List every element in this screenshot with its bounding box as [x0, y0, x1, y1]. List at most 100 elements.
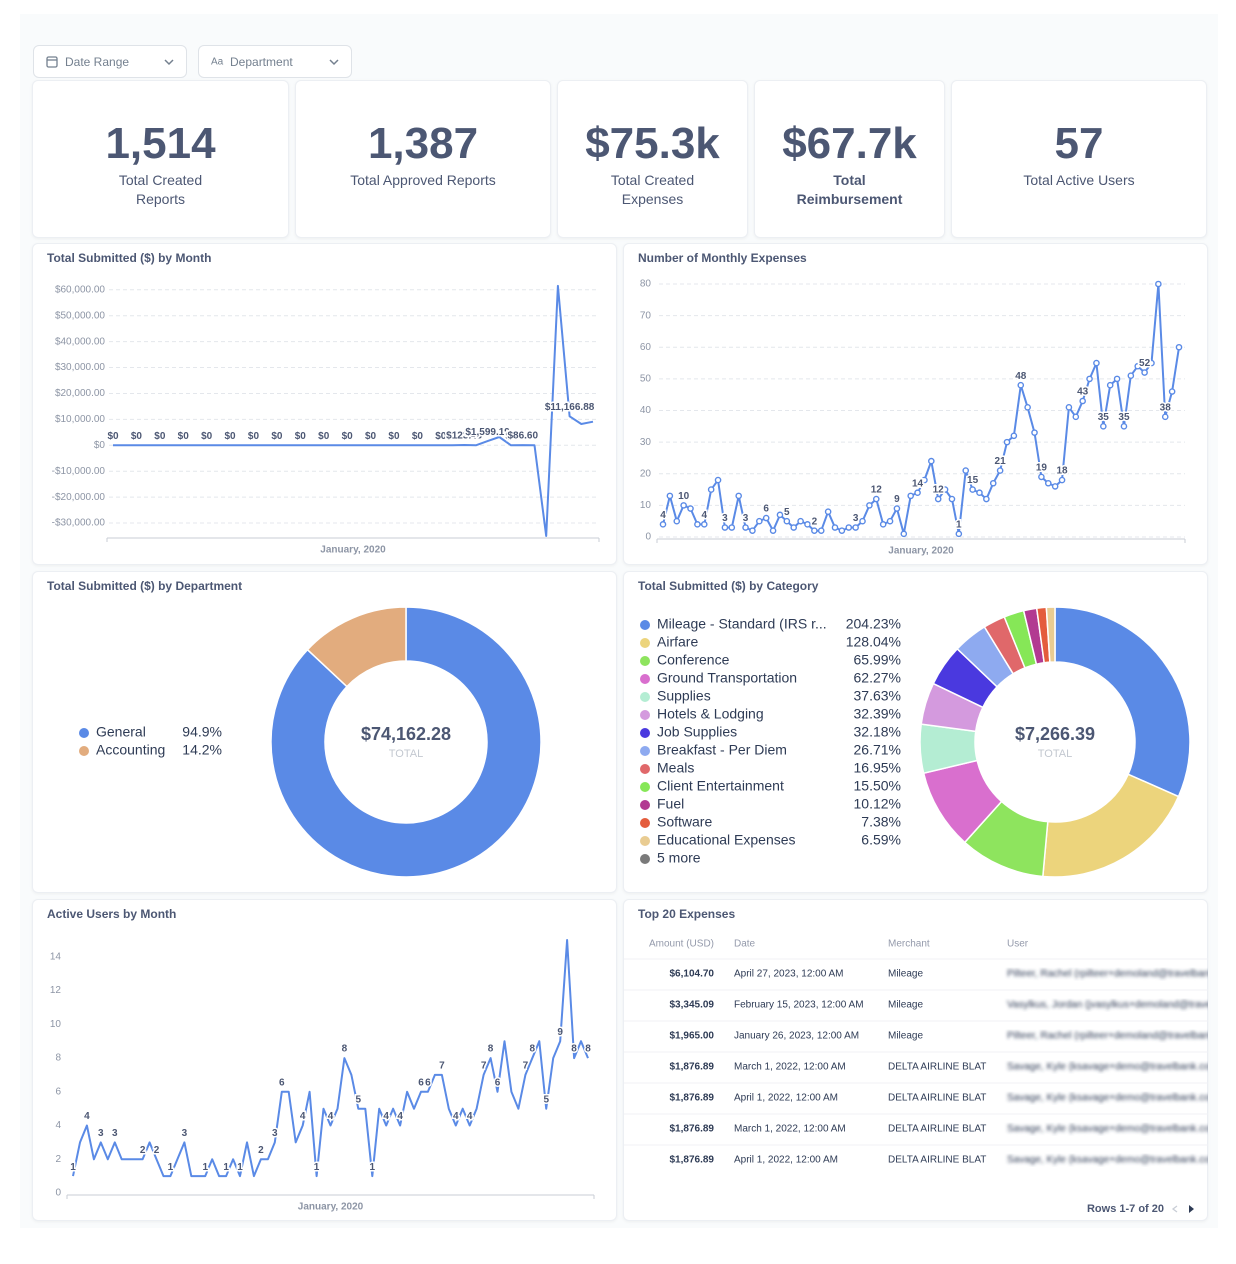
date-range-filter[interactable]: Date Range	[33, 45, 187, 78]
chart-card: Active Users by Month 0 2 4 6 8 10 12 14 January,…	[32, 899, 617, 1221]
data-point	[852, 524, 859, 531]
table-cell: Mileage	[888, 969, 923, 980]
legend-label: Supplies	[657, 688, 711, 704]
table-cell: DELTA AIRLINE BLAT	[888, 1093, 986, 1104]
data-label: $0	[342, 431, 354, 442]
chart-title: Number of Monthly Expenses	[638, 251, 807, 265]
data-point	[879, 521, 887, 528]
data-point	[666, 492, 674, 500]
chart: Active Users by Month02468101214January,…	[47, 907, 595, 1213]
table-footer: Rows 1-7 of 20	[1087, 1203, 1164, 1215]
data-point	[804, 521, 811, 528]
chart-card: Number of Monthly Expenses 0 10 20 30 40 50 60 7…	[623, 243, 1208, 565]
y-tick-label: 70	[640, 310, 652, 321]
data-label: $86.60	[507, 431, 538, 442]
data-label: 4	[701, 510, 707, 521]
data-label: $0	[318, 431, 330, 442]
data-point	[996, 467, 1004, 474]
prev-page[interactable]	[1171, 1205, 1178, 1213]
data-label: $0	[154, 431, 166, 442]
data-point	[1044, 479, 1052, 487]
department-filter[interactable]: Aa Department	[198, 45, 352, 78]
legend-value: 32.18%	[854, 724, 901, 740]
table-cell: $6,104.70	[670, 969, 715, 980]
data-point	[1079, 397, 1086, 405]
y-tick-label: 2	[55, 1154, 61, 1165]
filter-label: Department	[230, 55, 293, 69]
chart-title: Active Users by Month	[47, 907, 176, 921]
legend-value: 15.50%	[854, 778, 901, 794]
y-tick-label: 14	[50, 952, 62, 963]
data-point	[1024, 404, 1031, 411]
table-cell: Savage, Kyle (ksavage+demo@travelbank.co…	[1007, 1093, 1209, 1104]
legend-dot	[79, 746, 89, 756]
donut-slice	[270, 606, 542, 878]
y-tick-label: $40,000.00	[55, 336, 105, 347]
chart: Number of Monthly Expenses 0 10 20 30 40 50 60 7…	[638, 251, 1186, 557]
data-label: 5	[543, 1094, 549, 1105]
y-tick-label: 50	[640, 374, 652, 385]
data-label: $0	[271, 431, 283, 442]
data-point	[659, 521, 667, 528]
data-label: 8	[530, 1044, 536, 1055]
data-label: 1	[223, 1162, 229, 1173]
donut-total: $74,162.28	[361, 724, 451, 744]
legend-label: Educational Expenses	[657, 832, 796, 848]
data-point	[955, 530, 963, 538]
data-point	[817, 527, 825, 534]
legend-dot	[640, 728, 650, 738]
legend-dot	[640, 620, 650, 630]
chart-card: Total Submitted ($) by Department $74,162…	[32, 571, 617, 893]
y-tick-label: -$10,000.00	[52, 466, 106, 477]
legend-dot	[640, 674, 650, 684]
data-point	[776, 511, 784, 519]
y-tick-label: 0	[645, 532, 651, 543]
kpi-label: Total Active Users	[1023, 172, 1135, 188]
data-label: 6	[279, 1077, 285, 1088]
legend-label: Client Entertainment	[657, 778, 784, 794]
data-label: 8	[488, 1044, 494, 1055]
kpi-label: Total Reimbursement	[796, 172, 903, 207]
x-axis-label: January, 2020	[888, 546, 954, 557]
data-label: 6	[495, 1077, 501, 1088]
y-tick-label: $60,000.00	[55, 284, 105, 295]
donut-total: $7,266.39	[1015, 724, 1095, 744]
data-label: $123.40	[446, 431, 483, 442]
table-cell: April 1, 2022, 12:00 AM	[734, 1093, 838, 1104]
table-cell: Mileage	[888, 1000, 923, 1011]
data-label: $0	[295, 431, 307, 442]
data-label: 3	[853, 513, 859, 524]
legend-value: 204.23%	[846, 616, 901, 632]
legend-dot	[640, 746, 650, 756]
table-cell: March 1, 2022, 12:00 AM	[734, 1062, 846, 1073]
data-point	[969, 486, 976, 493]
data-point	[1134, 362, 1142, 370]
data-point	[1086, 375, 1093, 383]
data-point	[928, 457, 935, 465]
data-point	[838, 527, 846, 534]
data-point	[1120, 423, 1128, 430]
data-label: 8	[585, 1044, 591, 1055]
table-cell: DELTA AIRLINE BLAT	[888, 1155, 986, 1166]
data-label: 2	[812, 516, 818, 527]
legend-dot	[640, 818, 650, 828]
data-label: 7	[523, 1061, 529, 1072]
table-cell: DELTA AIRLINE BLAT	[888, 1062, 986, 1073]
table-cell: $1,876.89	[670, 1062, 715, 1073]
chart-card: Total Submitted ($) by Category $7,266.39…	[623, 571, 1208, 893]
y-tick-label: -$30,000.00	[52, 518, 106, 529]
data-label: 5	[356, 1094, 362, 1105]
data-label: 4	[453, 1111, 459, 1122]
data-label: 8	[342, 1044, 348, 1055]
data-label: 18	[1056, 466, 1068, 477]
data-point	[1161, 413, 1169, 421]
data-point	[790, 524, 798, 531]
data-label: 2	[140, 1145, 146, 1156]
data-point	[866, 502, 873, 509]
data-label: 6	[425, 1077, 431, 1088]
data-label: $0	[505, 431, 517, 442]
next-page[interactable]	[1189, 1205, 1194, 1213]
kpi-label: Total Approved Reports	[350, 172, 496, 188]
kpi-card: $67.7k Total Reimbursement	[754, 80, 945, 238]
kpi-value: 1,387	[367, 119, 479, 168]
